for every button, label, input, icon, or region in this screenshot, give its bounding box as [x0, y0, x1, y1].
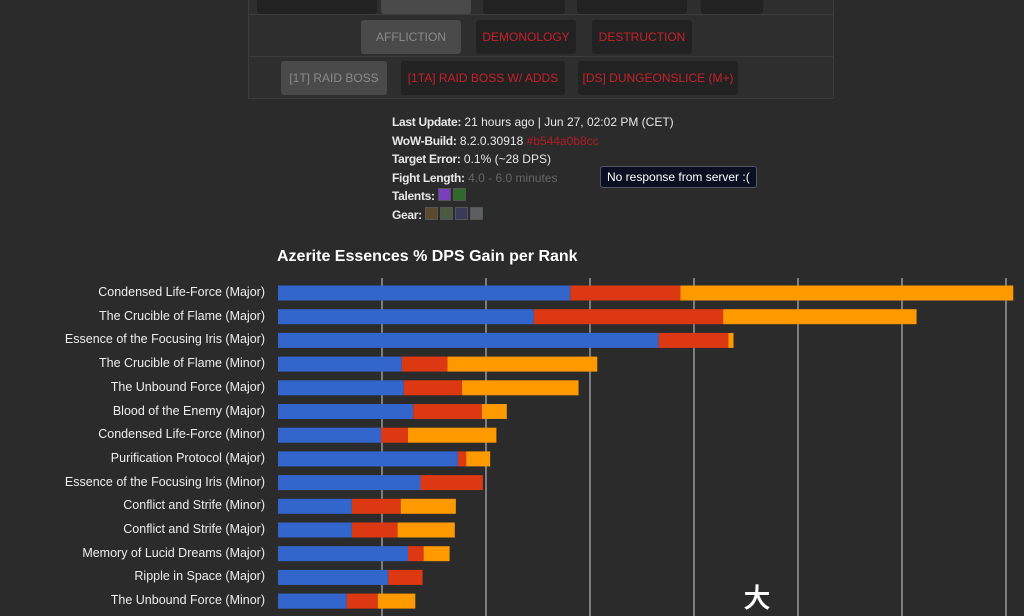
top-tab-2[interactable] [381, 0, 471, 14]
gear-label: Gear: [392, 207, 422, 222]
talent-icon[interactable] [453, 188, 467, 201]
tab-destruction[interactable]: DESTRUCTION [592, 20, 692, 54]
bar-segment-rank-2[interactable] [401, 356, 448, 372]
tab-affliction[interactable]: AFFLICTION [361, 20, 461, 54]
bar-segment-rank-3[interactable] [723, 309, 917, 325]
last-update-value: 21 hours ago | Jun 27, 02:02 PM (CET) [464, 115, 674, 129]
bar-segment-rank-2[interactable] [570, 285, 681, 301]
bar-segment-rank-2[interactable] [408, 546, 424, 562]
target-error-value: 0.1% (~28 DPS) [463, 152, 551, 166]
category-label: Condensed Life-Force (Minor) [98, 427, 265, 442]
top-tab-row [249, 0, 833, 15]
top-tab-4[interactable] [577, 0, 687, 14]
bar-segment-rank-3[interactable] [462, 380, 579, 396]
category-label: Essence of the Focusing Iris (Minor) [64, 474, 265, 489]
bar-segment-rank-1[interactable] [278, 356, 402, 372]
bar-segment-rank-1[interactable] [278, 451, 458, 467]
build-hash-link[interactable]: #b544a0b8cc [526, 133, 599, 148]
category-label: Purification Protocol (Major) [110, 450, 265, 465]
bar-segment-rank-1[interactable] [278, 380, 404, 396]
top-tab-3[interactable] [483, 0, 565, 14]
bar-segment-rank-2[interactable] [413, 404, 482, 419]
tab-raid-boss[interactable]: [1T] RAID BOSS [281, 61, 387, 95]
watermark: 大 [744, 583, 771, 613]
chart-title: Azerite Essences % DPS Gain per Rank [277, 248, 578, 265]
tab-dungeonslice[interactable]: [DS] DUNGEONSLICE (M+) [578, 61, 738, 95]
top-tab-1[interactable] [257, 0, 377, 14]
fight-length-value: 4.0 - 6.0 minutes [468, 170, 558, 185]
talent-icon[interactable] [438, 188, 452, 201]
bar-segment-rank-2[interactable] [457, 451, 467, 467]
bar-segment-rank-3[interactable] [397, 522, 455, 538]
bar-segment-rank-2[interactable] [658, 332, 729, 348]
bar-segment-rank-2[interactable] [346, 593, 378, 609]
bar-segment-rank-3[interactable] [377, 593, 416, 609]
build-label: WoW-Build: [392, 133, 457, 148]
bar-segment-rank-2[interactable] [351, 522, 398, 538]
last-update-label: Last Update: [392, 115, 462, 129]
bar-segment-rank-1[interactable] [278, 332, 659, 348]
spec-row: AFFLICTION DEMONOLOGY DESTRUCTION [249, 14, 833, 57]
target-error-label: Target Error: [392, 152, 461, 166]
category-label: The Unbound Force (Major) [110, 379, 265, 394]
bar-segment-rank-1[interactable] [278, 404, 414, 419]
category-label: Ripple in Space (Major) [134, 569, 265, 584]
tab-raid-boss-adds[interactable]: [1TA] RAID BOSS W/ ADDS [401, 61, 565, 95]
category-label: Conflict and Strife (Major) [123, 522, 265, 536]
category-label: Conflict and Strife (Minor) [123, 498, 265, 513]
top-tab-5[interactable] [701, 0, 763, 14]
talents-label: Talents: [392, 189, 435, 203]
bar-segment-rank-1[interactable] [278, 569, 389, 585]
category-label: Blood of the Enemy (Major) [112, 403, 265, 418]
bar-segment-rank-1[interactable] [278, 285, 571, 301]
gear-item-icon[interactable] [440, 206, 454, 220]
bar-segment-rank-1[interactable] [278, 475, 421, 491]
bar-segment-rank-3[interactable] [447, 356, 598, 372]
selector-panel: AFFLICTION DEMONOLOGY DESTRUCTION [1T] R… [248, 0, 834, 99]
tab-demonology[interactable]: DEMONOLOGY [476, 20, 576, 54]
bar-segment-rank-2[interactable] [380, 427, 408, 443]
category-label: The Crucible of Flame (Minor) [98, 356, 265, 371]
sim-info: Last Update: 21 hours ago | Jun 27, 02:0… [392, 113, 674, 224]
category-label: Memory of Lucid Dreams (Major) [82, 545, 265, 560]
tooltip: No response from server :( [600, 166, 757, 188]
bar-segment-rank-1[interactable] [278, 593, 347, 609]
bar-segment-rank-2[interactable] [420, 475, 483, 491]
bar-segment-rank-2[interactable] [533, 309, 724, 325]
gear-item-icon[interactable] [470, 206, 484, 220]
bar-segment-rank-3[interactable] [423, 546, 450, 562]
bar-segment-rank-1[interactable] [278, 546, 408, 562]
category-label: Condensed Life-Force (Major) [98, 285, 265, 299]
bar-segment-rank-1[interactable] [278, 498, 352, 514]
bar-segment-rank-3[interactable] [680, 285, 1014, 301]
category-label: Essence of the Focusing Iris (Major) [64, 332, 265, 347]
bar-segment-rank-3[interactable] [408, 427, 497, 443]
category-label: The Unbound Force (Minor) [110, 593, 265, 608]
gear-item-icon[interactable] [455, 206, 469, 220]
gear-item-icon[interactable] [425, 206, 439, 220]
bar-segment-rank-1[interactable] [278, 427, 381, 443]
bar-segment-rank-3[interactable] [466, 451, 491, 467]
bar-segment-rank-2[interactable] [351, 498, 401, 514]
bar-segment-rank-3[interactable] [400, 498, 456, 514]
category-label: The Crucible of Flame (Major) [98, 308, 265, 323]
bar-segment-rank-3[interactable] [481, 404, 507, 419]
fight-length-label: Fight Length: [392, 170, 465, 185]
build-value: 8.2.0.30918 [459, 133, 524, 148]
bar-segment-rank-3[interactable] [728, 332, 734, 348]
bar-segment-rank-1[interactable] [278, 522, 352, 538]
fight-row: [1T] RAID BOSS [1TA] RAID BOSS W/ ADDS [… [249, 57, 833, 98]
bar-segment-rank-2[interactable] [403, 380, 463, 396]
bar-segment-rank-2[interactable] [388, 569, 423, 585]
bar-segment-rank-1[interactable] [278, 309, 534, 325]
